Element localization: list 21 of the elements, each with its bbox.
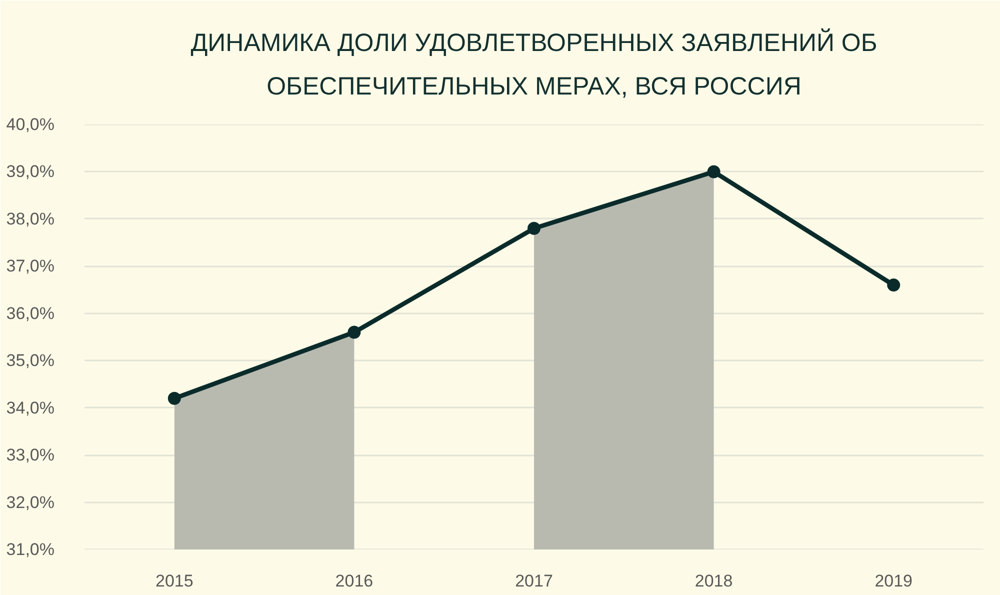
x-tick-label: 2015 xyxy=(155,572,194,590)
x-tick-label: 2016 xyxy=(335,572,374,590)
chart-title: ДИНАМИКА ДОЛИ УДОВЛЕТВОРЕННЫХ ЗАЯВЛЕНИЙ ОБ ОБЕСПЕЧИТЕЛЬНЫХ МЕРАХ, ВСЯ РОССИЯ xyxy=(190,28,878,100)
x-tick-label: 2017 xyxy=(515,572,553,590)
point xyxy=(348,326,361,339)
x-tick-label: 2019 xyxy=(874,572,913,590)
y-tick-label: 36,0% xyxy=(6,304,54,323)
point xyxy=(168,392,181,405)
y-tick-label: 33,0% xyxy=(6,446,54,465)
point xyxy=(528,222,540,235)
point xyxy=(707,165,720,178)
y-tick-label: 40,0% xyxy=(6,115,54,134)
y-tick-label: 38,0% xyxy=(6,209,54,228)
x-tick-label: 2018 xyxy=(694,572,733,590)
y-tick-label: 31,0% xyxy=(6,540,54,559)
y-tick-label: 32,0% xyxy=(6,492,54,512)
y-tick-label: 37,0% xyxy=(6,256,54,276)
y-tick-label: 39,0% xyxy=(6,162,54,182)
point xyxy=(887,278,900,292)
y-tick-label: 35,0% xyxy=(6,351,54,370)
y-tick-label: 34,0% xyxy=(6,398,54,418)
